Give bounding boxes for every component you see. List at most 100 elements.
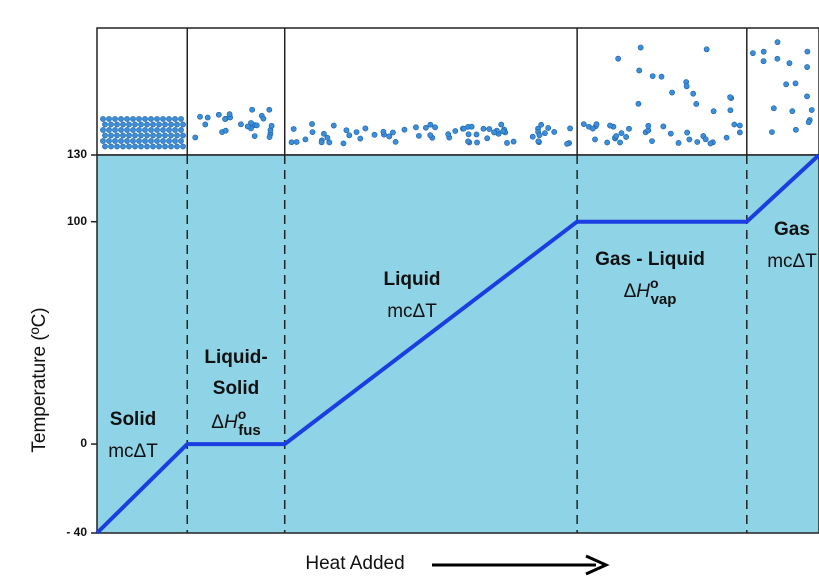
particle [108,133,113,138]
particle [805,49,810,54]
particle [303,137,308,142]
particle [485,136,490,141]
particle [536,139,541,144]
particle [542,131,547,136]
particle [607,123,612,128]
particle [222,116,227,121]
particle [142,116,147,121]
particle [197,114,202,119]
particle [387,134,392,139]
formula-var: H [224,412,238,433]
particle [737,123,742,128]
particle [154,138,159,143]
particle [669,90,674,95]
particle [416,133,421,138]
particle [708,141,713,146]
particle [413,125,418,130]
particle [120,133,125,138]
particle [775,40,780,45]
chart: Temperature (ºC) Heat Added - 400100130S… [0,0,819,579]
particle [108,144,113,149]
particle [804,94,809,99]
particle [372,132,377,137]
particle [168,122,173,127]
y-tick-label: 100 [67,214,87,228]
particle [309,121,314,126]
particle [616,56,621,61]
particle [106,138,111,143]
particle [363,126,368,131]
particle-panel [97,28,819,155]
particle [619,131,624,136]
formula-delta: Δ [624,281,637,302]
particle [130,116,135,121]
formula-delta: Δ [211,412,224,433]
particle [162,144,167,149]
particle [112,116,117,121]
formula-sub: fus [238,422,261,439]
particle [564,141,569,146]
particle [250,107,255,112]
particle [537,133,542,138]
particle [771,106,776,111]
phase-label: Solid [213,378,259,399]
particle [150,122,155,127]
particle [465,139,470,144]
particle [676,140,681,145]
particle [136,138,141,143]
particle [126,133,131,138]
particle [223,128,228,133]
plot-area [97,155,819,533]
particle [160,138,165,143]
particle [806,120,811,125]
particle [130,127,135,132]
particle [650,73,655,78]
particle [150,144,155,149]
particle [687,137,692,142]
y-axis-label: Temperature (ºC) [29,307,50,452]
particle [649,138,654,143]
formula-var: H [636,281,650,302]
particle [790,109,795,114]
particle [142,127,147,132]
particle [114,122,119,127]
particle [402,127,407,132]
particle [154,116,159,121]
particle [180,122,185,127]
phase-label: Gas - Liquid [595,249,705,270]
particle [504,140,509,145]
particle [160,116,165,121]
particle [160,127,165,132]
formula-sup: o [650,275,659,291]
particle [162,122,167,127]
particle [685,130,690,135]
particle [466,132,471,137]
particle [291,126,296,131]
particle [793,127,798,132]
particle [100,127,105,132]
particle [150,133,155,138]
particle [130,138,135,143]
particle [294,139,299,144]
particle [491,130,496,135]
particle [592,137,597,142]
particle [172,116,177,121]
particle [499,122,504,127]
particle [590,126,595,131]
particle [180,144,185,149]
particle [118,138,123,143]
particle [552,129,557,134]
phase-label: Solid [110,409,156,430]
particle [108,122,113,127]
particle [114,133,119,138]
particle [637,68,642,73]
particle [144,144,149,149]
particle [481,126,486,131]
y-tick-label: 130 [67,147,87,161]
particle [728,108,733,113]
particle [703,137,708,142]
particle [254,123,259,128]
particle [784,82,789,87]
particle [120,122,125,127]
phase-formula: mcΔT [767,251,817,272]
